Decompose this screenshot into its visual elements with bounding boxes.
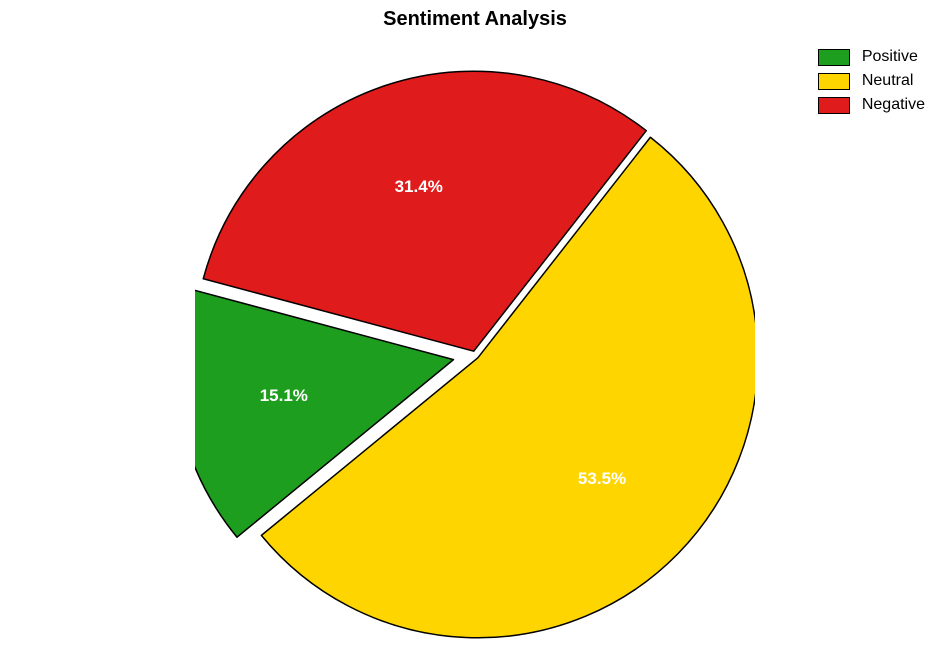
- chart-title: Sentiment Analysis: [0, 8, 950, 31]
- legend-label: Neutral: [862, 72, 914, 90]
- legend-item-negative: Negative: [818, 96, 925, 114]
- legend-item-neutral: Neutral: [818, 72, 925, 90]
- legend: Positive Neutral Negative: [818, 48, 925, 120]
- legend-swatch: [818, 49, 850, 66]
- legend-swatch: [818, 73, 850, 90]
- slice-label-negative: 31.4%: [395, 177, 443, 197]
- legend-label: Negative: [862, 96, 925, 114]
- slice-label-positive: 15.1%: [260, 386, 308, 406]
- legend-label: Positive: [862, 48, 918, 66]
- slice-label-neutral: 53.5%: [578, 469, 626, 489]
- legend-item-positive: Positive: [818, 48, 925, 66]
- pie-chart: [195, 60, 755, 650]
- legend-swatch: [818, 97, 850, 114]
